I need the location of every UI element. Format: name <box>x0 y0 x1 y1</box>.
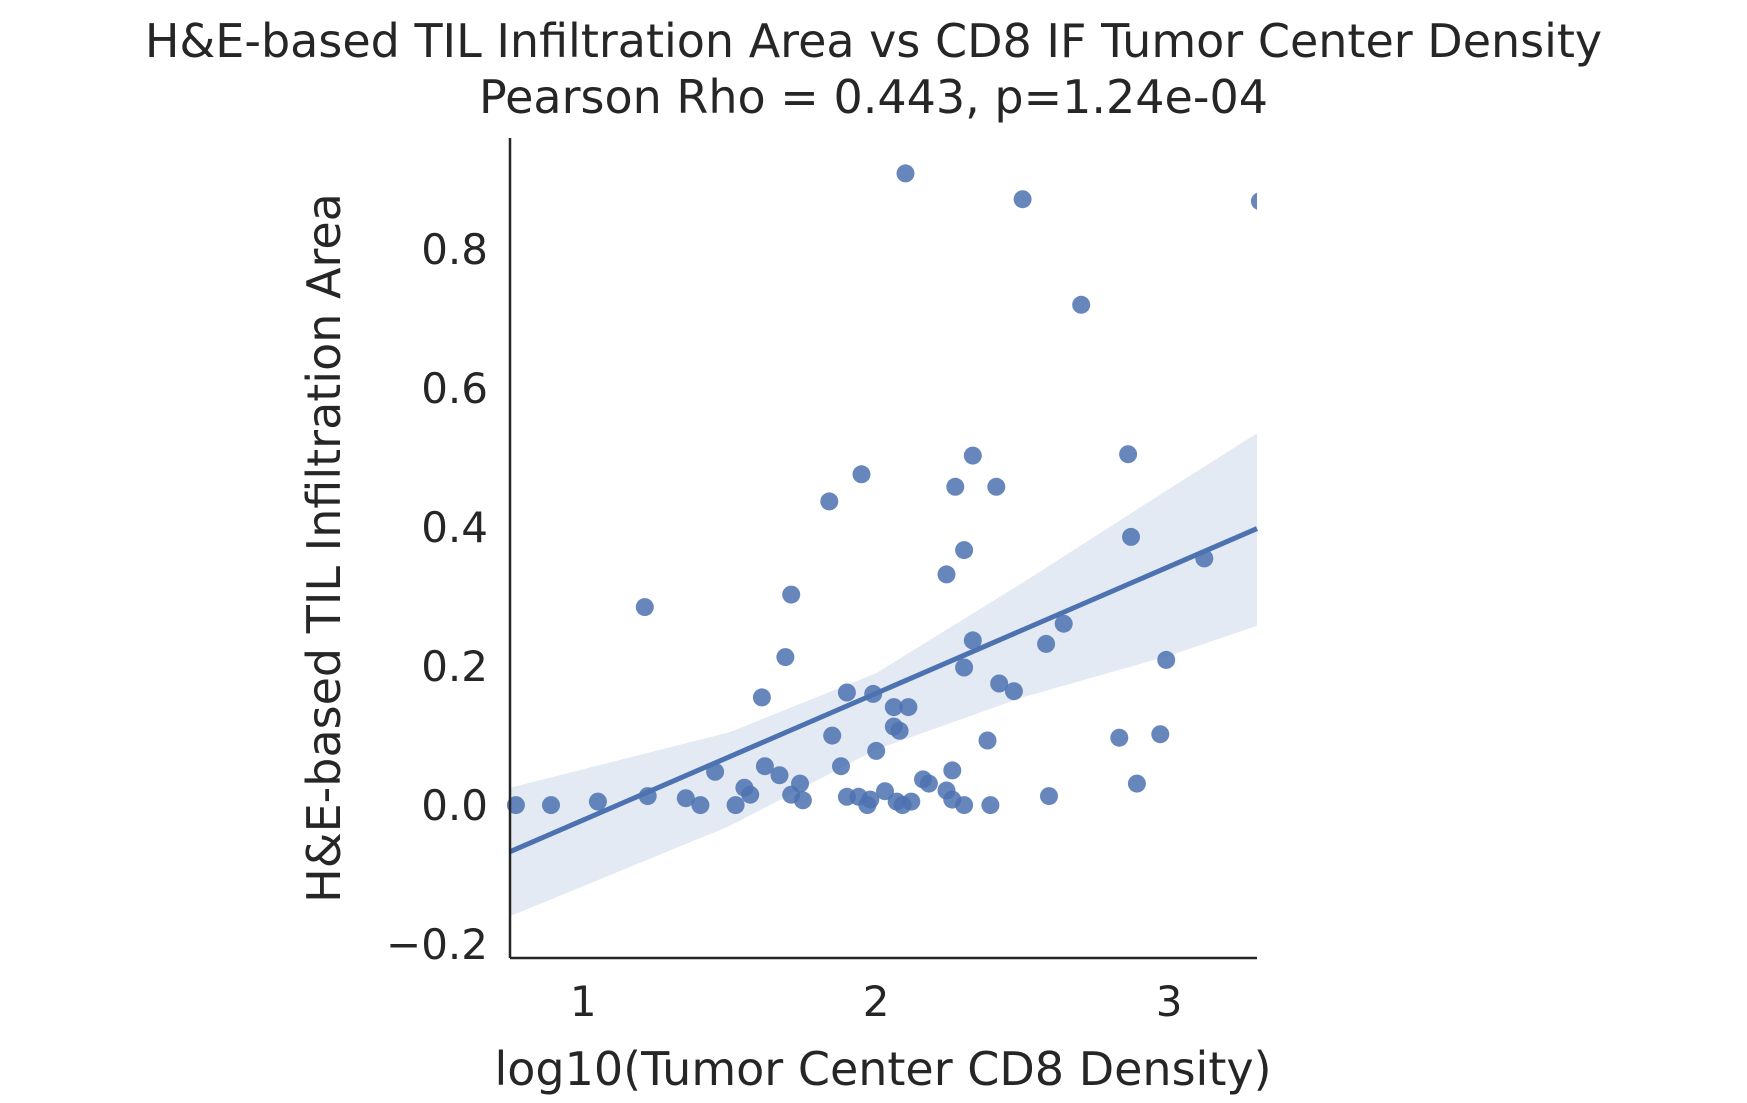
data-point <box>937 565 956 584</box>
y-tick-label: 0.4 <box>421 503 488 552</box>
data-point <box>770 766 789 785</box>
data-point <box>890 721 909 740</box>
data-point <box>506 796 525 815</box>
data-point <box>896 164 915 183</box>
data-point <box>1013 190 1032 209</box>
data-point <box>676 789 695 808</box>
data-point <box>943 761 962 780</box>
data-point <box>852 465 871 484</box>
data-point <box>542 796 560 815</box>
data-point <box>782 585 801 604</box>
data-point <box>793 791 812 810</box>
regression-line-layer <box>509 526 1258 854</box>
data-point <box>726 796 745 815</box>
data-point <box>755 757 774 776</box>
data-point <box>832 757 850 776</box>
data-point <box>1054 614 1073 633</box>
data-point <box>1122 527 1140 546</box>
data-point <box>1157 650 1176 669</box>
y-tick-label: 0.2 <box>421 642 488 691</box>
data-point <box>876 782 894 801</box>
data-point <box>1040 787 1058 806</box>
data-point <box>1037 634 1056 653</box>
data-point <box>823 726 842 745</box>
data-point <box>1119 445 1138 464</box>
tick-labels: 1 2 3 −0.2 0.0 0.2 0.4 0.6 0.8 <box>386 225 1182 1026</box>
x-axis-label: log10(Tumor Center CD8 Density) <box>494 1042 1271 1096</box>
data-point <box>955 796 974 815</box>
y-tick-label: 0.8 <box>421 225 488 274</box>
x-tick-label: 1 <box>570 977 597 1026</box>
data-point <box>638 787 657 806</box>
data-point <box>837 683 856 702</box>
data-point <box>1151 725 1170 744</box>
data-point <box>588 792 607 811</box>
y-tick-label: 0.0 <box>421 781 488 830</box>
data-points-layer <box>506 164 1257 815</box>
data-point <box>1250 192 1257 210</box>
data-point <box>990 674 1009 693</box>
data-point <box>946 477 965 496</box>
confidence-band <box>510 433 1257 917</box>
data-point <box>955 541 974 560</box>
data-point <box>776 648 795 667</box>
confidence-band-layer <box>510 433 1257 917</box>
data-point <box>963 631 982 650</box>
data-point <box>1195 549 1214 568</box>
data-point <box>899 698 918 717</box>
data-point <box>864 684 883 703</box>
regression-line <box>509 526 1258 854</box>
data-point <box>1127 774 1146 793</box>
data-point <box>963 446 982 465</box>
data-point <box>635 598 654 617</box>
data-point <box>987 477 1006 496</box>
x-tick-label: 2 <box>863 977 890 1026</box>
data-point <box>867 741 886 760</box>
data-point <box>752 688 771 707</box>
axes <box>508 138 1257 960</box>
chart-subtitle: Pearson Rho = 0.443, p=1.24e-04 <box>479 70 1268 124</box>
data-point <box>981 796 1000 815</box>
data-point <box>1004 682 1023 701</box>
y-axis-label: H&E-based TIL Infiltration Area <box>297 193 351 903</box>
data-point <box>691 796 710 815</box>
data-point <box>741 785 760 804</box>
data-point <box>820 492 839 511</box>
data-point <box>919 774 938 793</box>
data-point <box>884 698 903 717</box>
data-point <box>791 774 809 793</box>
data-point <box>902 792 921 811</box>
points-group <box>506 164 1257 815</box>
chart-title: H&E-based TIL Infiltration Area vs CD8 I… <box>144 14 1603 68</box>
data-point <box>955 658 974 677</box>
data-point <box>706 762 725 781</box>
data-point <box>861 790 880 809</box>
y-tick-label: −0.2 <box>386 920 488 969</box>
y-tick-label: 0.6 <box>421 364 488 413</box>
data-point <box>1110 728 1129 747</box>
x-tick-label: 3 <box>1156 977 1183 1026</box>
data-point <box>1072 295 1091 314</box>
data-point <box>978 731 997 750</box>
